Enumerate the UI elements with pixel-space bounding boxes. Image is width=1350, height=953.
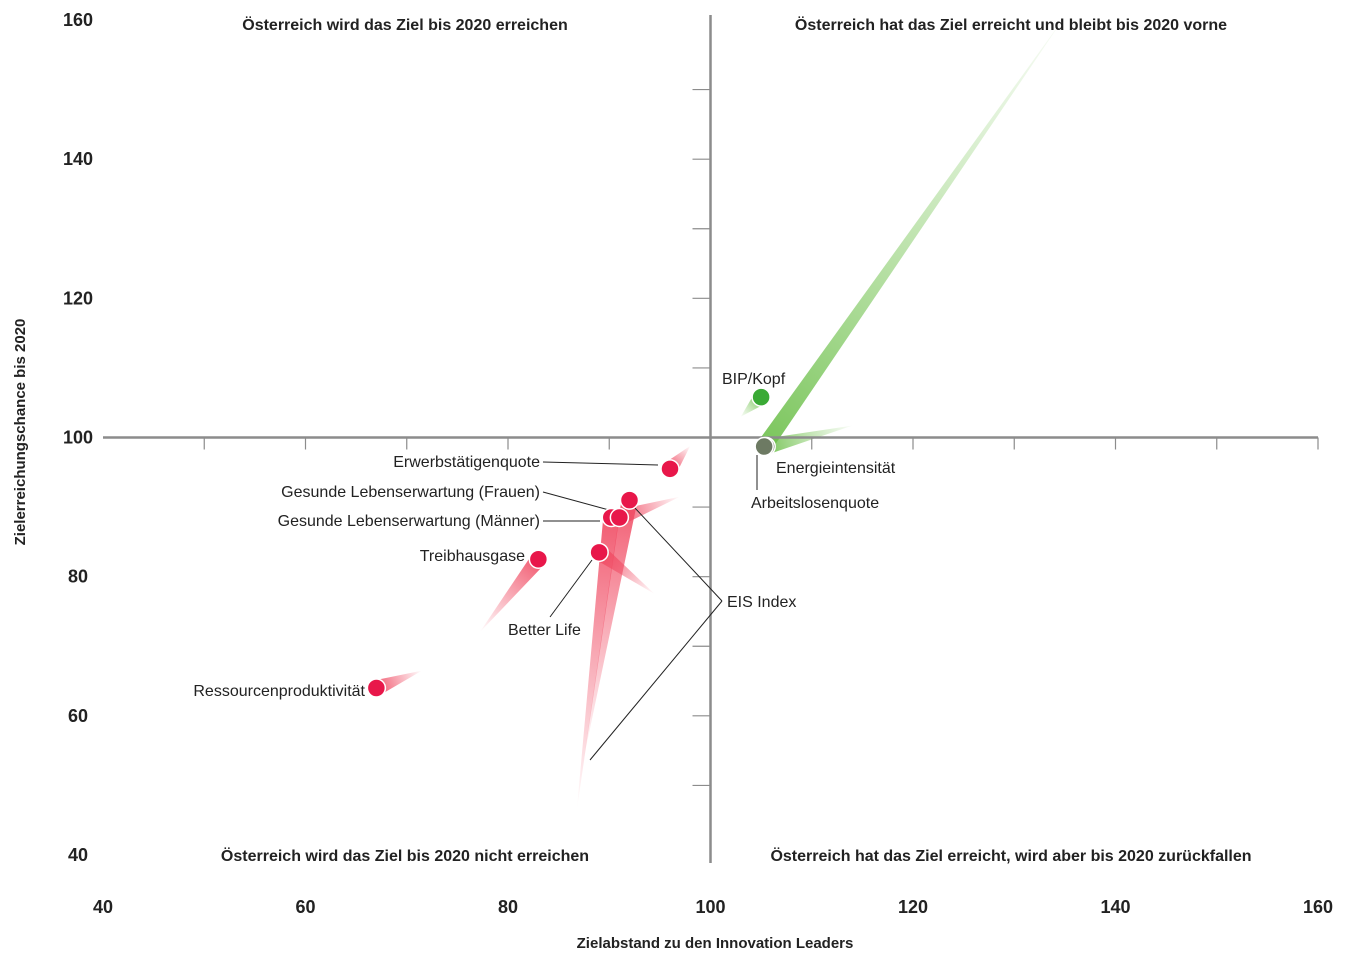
- data-point-bip-kopf: [751, 387, 771, 407]
- trend-tail-arbeitslosenquote: [757, 16, 1065, 452]
- point-label-erwerbstatigenquote: Erwerbstätigenquote: [393, 454, 540, 471]
- labels-layer: Erwerbstätigenquote Gesunde Lebenserwartu…: [193, 371, 895, 700]
- point-label-energieintensitat: Energieintensität: [776, 460, 896, 477]
- x-tick-label: 140: [1100, 897, 1130, 917]
- trend-tail-treibhausgase: [479, 554, 545, 633]
- leader-line-eis-index: [633, 506, 723, 602]
- point-label-ressourcenproduktivitat: Ressourcenproduktivität: [193, 683, 365, 700]
- connectors-layer: [542, 455, 758, 761]
- x-tick-label: 120: [898, 897, 928, 917]
- quadrant-label-bottom-right: Österreich hat das Ziel erreicht, wird a…: [770, 846, 1251, 865]
- y-tick-label: 80: [68, 567, 88, 587]
- trend-tail-gesunde-lebenserwartung-frauen: [583, 498, 638, 758]
- tails-layer: [373, 16, 1065, 810]
- x-tick-label: 60: [295, 897, 315, 917]
- leader-line-erwerbstatigenquote: [542, 461, 659, 466]
- leader-line-eis-index: [589, 600, 723, 761]
- y-tick-label: 140: [63, 149, 93, 169]
- point-label-treibhausgase: Treibhausgase: [420, 548, 525, 565]
- data-point-treibhausgase: [528, 549, 549, 570]
- trend-tail-energieintensitat: [764, 425, 853, 455]
- y-tick-label: 40: [68, 845, 88, 865]
- y-tick-labels: 40 60 80 100 120 140 160: [63, 10, 93, 865]
- axes-layer: [103, 15, 1319, 863]
- x-tick-label: 100: [695, 897, 725, 917]
- data-point-erwerbstatigenquote: [660, 459, 680, 479]
- quadrant-label-top-right: Österreich hat das Ziel erreicht und ble…: [795, 15, 1227, 34]
- y-tick-label: 120: [63, 288, 93, 308]
- data-point-eis-index: [609, 507, 630, 528]
- point-label-gesunde-lebenserwartung-frauen: Gesunde Lebenserwartung (Frauen): [281, 484, 540, 501]
- point-label-bip-kopf: BIP/Kopf: [722, 371, 786, 388]
- x-tick-labels: 40 60 80 100 120 140 160: [93, 897, 1333, 917]
- y-axis-title: Zielerreichungschance bis 2020: [12, 319, 29, 546]
- data-point-ressourcenproduktivitat: [366, 678, 387, 698]
- y-tick-label: 60: [68, 706, 88, 726]
- y-tick-label: 160: [63, 10, 93, 30]
- point-label-arbeitslosenquote: Arbeitslosenquote: [751, 495, 879, 512]
- x-tick-label: 160: [1303, 897, 1333, 917]
- y-tick-label: 100: [63, 428, 93, 448]
- quadrant-label-top-left: Österreich wird das Ziel bis 2020 erreic…: [242, 15, 567, 34]
- x-tick-label: 40: [93, 897, 113, 917]
- point-label-gesunde-lebenserwartung-manner: Gesunde Lebenserwartung (Männer): [278, 513, 540, 530]
- data-point-better-life: [589, 542, 609, 563]
- trend-tail-eis-index: [616, 496, 681, 526]
- point-label-eis-index: EIS Index: [727, 594, 796, 611]
- data-point-arbeitslosenquote: [754, 436, 774, 457]
- x-tick-label: 80: [498, 897, 518, 917]
- quadrant-label-bottom-left: Österreich wird das Ziel bis 2020 nicht …: [221, 846, 589, 865]
- points-layer: [366, 387, 776, 698]
- point-label-better-life: Better Life: [508, 622, 581, 639]
- trend-tail-better-life: [594, 545, 655, 595]
- leader-line-better-life: [549, 559, 593, 618]
- data-point-gesunde-lebenserwartung-frauen: [619, 490, 640, 510]
- trend-tail-gesunde-lebenserwartung-manner: [576, 516, 620, 810]
- x-axis-title: Zielabstand zu den Innovation Leaders: [577, 935, 854, 952]
